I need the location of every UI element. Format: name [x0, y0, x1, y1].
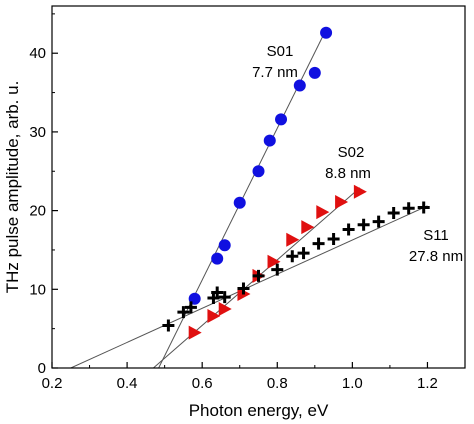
- s11-point: [402, 202, 415, 215]
- s11-point: [218, 291, 231, 304]
- s01-point: [233, 196, 246, 209]
- s01-label: S01: [267, 43, 294, 60]
- s02-point: [353, 184, 367, 199]
- axis-ticks: 0.2 0.4 0.6 0.8 1.0 1.2 0 10 20 30 40: [29, 13, 466, 392]
- s11-point: [286, 250, 299, 263]
- series-annotations: S01 7.7 nm S02 8.8 nm S11 27.8 nm: [252, 43, 463, 265]
- s02-label: 8.8 nm: [325, 165, 371, 182]
- x-axis-title: Photon energy, eV: [189, 401, 329, 420]
- s11-point: [417, 201, 430, 214]
- s01-point: [211, 252, 224, 265]
- y-axis-title: THz pulse amplitude, arb. u.: [3, 81, 22, 294]
- s01-point: [293, 79, 306, 92]
- s11-point: [184, 301, 197, 314]
- x-tick-label: 0.6: [192, 375, 213, 392]
- y-tick-label: 20: [29, 203, 46, 220]
- s11-point: [372, 215, 385, 228]
- x-tick-label: 1.2: [417, 375, 438, 392]
- s02-point: [316, 205, 330, 220]
- s02-point: [188, 325, 202, 340]
- y-tick-label: 10: [29, 281, 46, 298]
- x-tick-label: 0.4: [117, 375, 138, 392]
- s11-fit-line: [70, 205, 428, 368]
- fit-lines: [70, 29, 428, 368]
- s01-point: [308, 66, 321, 79]
- s11-point: [357, 218, 370, 231]
- data-markers: [162, 26, 430, 340]
- s11-point: [237, 282, 250, 295]
- s01-label: 7.7 nm: [252, 64, 298, 81]
- x-tick-label: 0.2: [42, 375, 63, 392]
- s02-point: [286, 232, 300, 247]
- s11-point: [312, 237, 325, 250]
- s02-point: [301, 220, 315, 235]
- s02-label: S02: [338, 144, 365, 161]
- s02-point: [207, 309, 221, 324]
- s11-point: [342, 223, 355, 236]
- x-tick-label: 1.0: [342, 375, 363, 392]
- s11-point: [177, 306, 190, 319]
- s01-point: [218, 239, 231, 252]
- y-tick-label: 0: [38, 360, 46, 377]
- s11-label: S11: [423, 227, 449, 244]
- x-tick-label: 0.8: [267, 375, 288, 392]
- y-tick-label: 40: [29, 45, 46, 62]
- s11-point: [211, 286, 224, 299]
- s02-point: [267, 254, 281, 269]
- s02-point: [218, 301, 232, 316]
- s01-point: [263, 134, 276, 147]
- s11-point: [297, 247, 310, 260]
- s01-point: [252, 165, 265, 178]
- s11-point: [327, 232, 340, 245]
- s11-point: [271, 263, 284, 276]
- s01-point: [320, 26, 333, 39]
- s02-point: [335, 194, 349, 209]
- plot-frame: [51, 5, 466, 369]
- s11-label: 27.8 nm: [409, 248, 463, 265]
- s01-point: [275, 113, 288, 126]
- s11-point: [387, 206, 400, 219]
- y-tick-label: 30: [29, 124, 46, 141]
- s11-point: [162, 319, 175, 332]
- s11-point: [252, 269, 265, 282]
